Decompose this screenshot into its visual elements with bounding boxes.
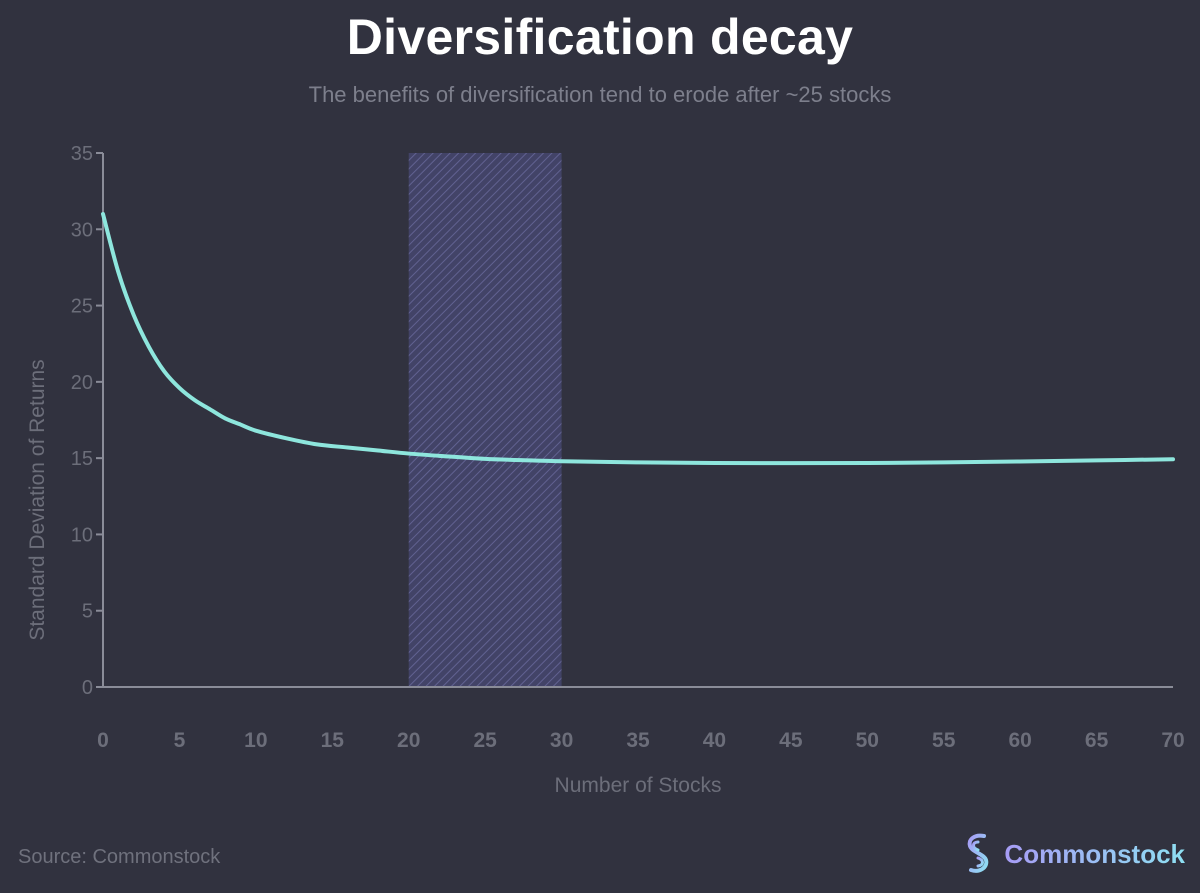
highlight-band	[408, 153, 562, 687]
x-tick-label: 45	[779, 729, 803, 752]
chart-canvas: 0 5 10 15 20 25 30 35 0 5 10 15 20 25 30 35 40 45 50 55 60 65…	[26, 143, 1185, 797]
x-tick-label: 70	[1161, 729, 1184, 752]
y-tick-label: 35	[71, 143, 93, 165]
x-tick-label: 25	[473, 729, 497, 752]
y-tick-label: 15	[71, 448, 93, 470]
x-tick-label: 15	[321, 729, 345, 752]
y-tick-label: 25	[71, 296, 93, 318]
chart-title: Diversification decay	[346, 9, 854, 65]
x-tick-label: 5	[174, 729, 186, 752]
x-tick-label: 40	[703, 729, 726, 752]
x-tick-label: 50	[856, 729, 879, 752]
x-tick-label: 20	[397, 729, 420, 752]
x-tick-label: 0	[97, 729, 109, 752]
source-note: Source: Commonstock	[18, 846, 221, 868]
series-line-0	[101, 212, 1175, 466]
x-tick-label: 60	[1008, 729, 1031, 752]
y-tick-label: 5	[82, 601, 93, 623]
chart-subtitle: The benefits of diversification tend to …	[308, 82, 892, 107]
commonstock-logo-icon	[960, 832, 996, 876]
x-tick-label: 35	[626, 729, 650, 752]
x-tick-label: 65	[1085, 729, 1109, 752]
y-tick-label: 0	[82, 677, 93, 699]
brand[interactable]: Commonstock	[960, 832, 1185, 876]
x-axis-title: Number of Stocks	[555, 774, 722, 797]
y-tick-label: 20	[71, 372, 93, 394]
y-tick-label: 30	[71, 219, 93, 241]
x-tick-label: 10	[244, 729, 267, 752]
x-tick-label: 30	[550, 729, 573, 752]
y-tick-label: 10	[71, 524, 93, 546]
brand-name[interactable]: Commonstock	[1004, 838, 1185, 869]
x-tick-label: 55	[932, 729, 956, 752]
y-axis-title: Standard Deviation of Returns	[26, 359, 49, 640]
